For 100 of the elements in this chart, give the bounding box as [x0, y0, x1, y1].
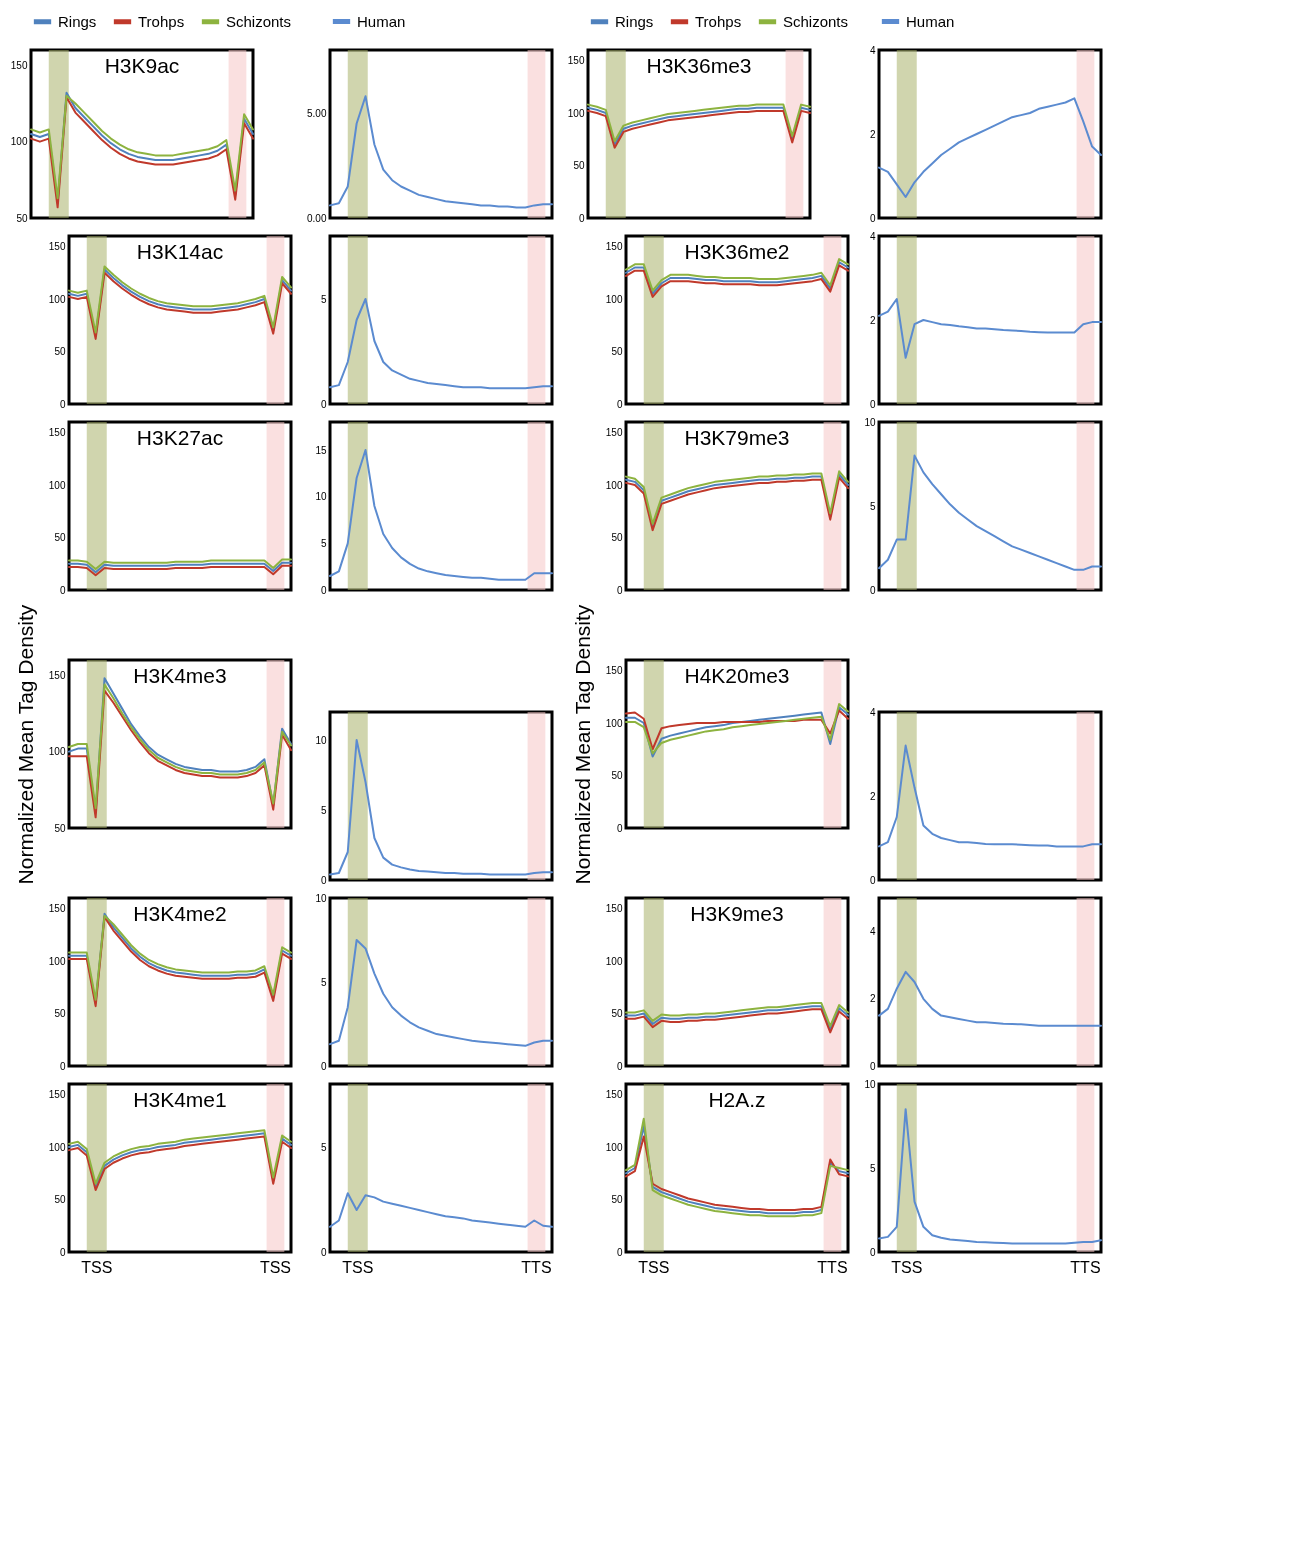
- y-tick-label: 100: [10, 136, 28, 148]
- text: TTS: [1070, 1259, 1101, 1276]
- y-tick-label: 4: [869, 926, 876, 938]
- y-tick-label: 50: [54, 822, 66, 834]
- y-tick-label: 50: [573, 160, 585, 171]
- y-tick-label: 0: [616, 398, 623, 410]
- text: TSS: [259, 1259, 292, 1276]
- line-series: [878, 97, 1102, 198]
- line-series: [625, 1135, 849, 1211]
- y-tick-label: 150: [605, 241, 623, 252]
- y-tick-label: 50: [611, 532, 623, 543]
- y-tick-label: 0.00: [307, 212, 327, 224]
- chart-title: H2A.z: [708, 1088, 766, 1111]
- y-tick-label: 0: [869, 212, 876, 224]
- legend-label: Trohps: [138, 12, 185, 30]
- y-tick-label: 150: [48, 427, 66, 438]
- legend-label: Schizonts: [226, 12, 292, 30]
- y-tick-label: 150: [567, 55, 585, 66]
- y-tick-label: 50: [54, 532, 66, 543]
- y-tick-label: 15: [315, 444, 327, 456]
- text: TSS: [891, 1259, 923, 1276]
- y-tick-label: 2: [869, 314, 876, 326]
- line-series: [68, 558, 292, 570]
- legend-label: Trohps: [695, 12, 742, 30]
- y-tick-label: 0: [616, 584, 623, 596]
- y-tick-label: 0: [616, 1060, 623, 1072]
- text: TTS: [521, 1259, 552, 1276]
- y-tick-label: 0: [869, 1060, 876, 1072]
- y-tick-label: 10: [864, 1078, 876, 1090]
- chart-title: H4K20me3: [684, 664, 790, 687]
- y-tick-label: 2: [869, 128, 876, 140]
- y-tick-label: 10: [315, 734, 327, 746]
- y-tick-label: 150: [605, 903, 623, 914]
- y-tick-label: 10: [864, 416, 876, 428]
- chart-title: H3K4me3: [133, 664, 227, 687]
- y-tick-label: 50: [54, 1008, 66, 1019]
- chart-title: H3K4me2: [133, 902, 227, 925]
- line-series: [329, 298, 553, 390]
- y-tick-label: 100: [48, 293, 66, 305]
- line-series: [329, 95, 553, 209]
- y-tick-label: 100: [48, 746, 66, 758]
- y-tick-label: 0: [578, 212, 585, 224]
- text: TTS: [817, 1259, 848, 1276]
- y-tick-label: 0: [320, 398, 327, 410]
- chart-title: H3K36me3: [646, 54, 752, 77]
- y-tick-label: 0: [59, 584, 66, 596]
- y-tick-label: 150: [48, 241, 66, 252]
- y-tick-label: 0: [320, 874, 327, 886]
- chart-title: H3K14ac: [136, 240, 224, 263]
- y-tick-label: 10: [315, 892, 327, 904]
- y-tick-label: 4: [869, 230, 876, 242]
- y-tick-label: 2: [869, 993, 876, 1005]
- line-series: [878, 298, 1102, 359]
- y-tick-label: 100: [605, 1141, 623, 1153]
- y-tick-label: 150: [605, 427, 623, 438]
- y-tick-label: 0: [59, 398, 66, 410]
- y-tick-label: 0: [869, 874, 876, 886]
- y-tick-label: 50: [611, 770, 623, 781]
- y-tick-label: 100: [48, 479, 66, 491]
- y-tick-label: 50: [54, 1194, 66, 1205]
- chart-title: H3K36me2: [684, 240, 790, 263]
- chart-title: H3K9me3: [690, 902, 784, 925]
- legend-label: Schizonts: [783, 12, 849, 30]
- line-series: [878, 1108, 1102, 1245]
- line-series: [329, 939, 553, 1047]
- y-axis-title: Normalized Mean Tag Density: [570, 604, 594, 885]
- y-tick-label: 0: [616, 1246, 623, 1258]
- chart-title: H3K9ac: [104, 54, 180, 77]
- y-tick-label: 100: [605, 717, 623, 729]
- y-tick-label: 4: [869, 44, 876, 56]
- y-tick-label: 5: [869, 1162, 876, 1174]
- y-tick-label: 150: [48, 903, 66, 914]
- line-series: [329, 449, 553, 581]
- y-tick-label: 50: [54, 346, 66, 357]
- legend-label: Human: [906, 12, 955, 30]
- chart-title: H3K4me1: [133, 1088, 227, 1111]
- text: TSS: [81, 1259, 113, 1276]
- y-tick-label: 150: [48, 1089, 66, 1100]
- y-tick-label: 4: [869, 706, 876, 718]
- y-tick-label: 0: [869, 584, 876, 596]
- y-tick-label: 150: [48, 669, 66, 681]
- line-series: [878, 454, 1102, 571]
- y-tick-label: 100: [48, 955, 66, 967]
- y-tick-label: 0: [869, 1246, 876, 1258]
- legend-label: Rings: [615, 12, 654, 30]
- line-series: [878, 970, 1102, 1027]
- y-tick-label: 100: [605, 955, 623, 967]
- y-tick-label: 100: [48, 1141, 66, 1153]
- y-tick-label: 0: [59, 1246, 66, 1258]
- y-tick-label: 5: [320, 537, 327, 549]
- y-tick-label: 5: [320, 976, 327, 988]
- y-tick-label: 0: [616, 822, 623, 834]
- y-tick-label: 0: [320, 584, 327, 596]
- y-tick-label: 5: [320, 804, 327, 816]
- chart-title: H3K27ac: [136, 426, 224, 449]
- legend-label: Human: [357, 12, 406, 30]
- y-tick-label: 50: [611, 346, 623, 357]
- y-tick-label: 50: [611, 1008, 623, 1019]
- y-tick-label: 5: [320, 293, 327, 305]
- y-tick-label: 2: [869, 790, 876, 802]
